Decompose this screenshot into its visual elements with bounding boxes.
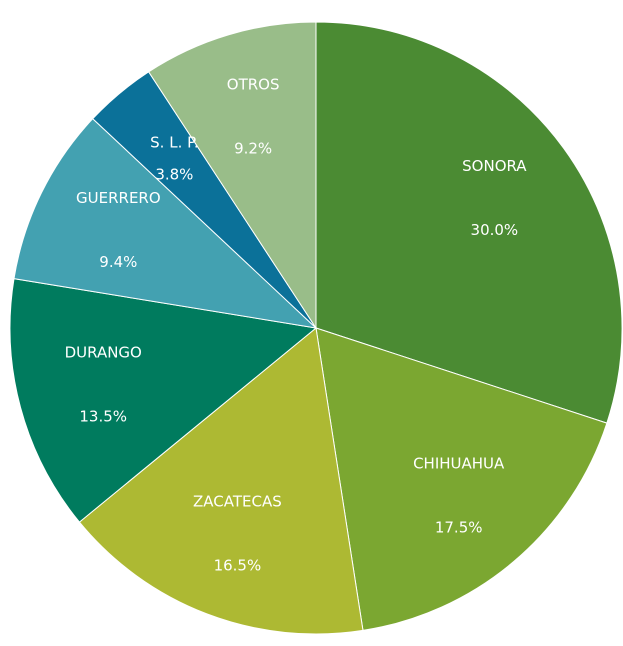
value-label: 17.5% [435,518,483,536]
pie-slice [78,327,364,635]
slice-label: ZACATECAS [193,492,282,510]
value-label: 16.5% [214,556,262,574]
value-label: 9.2% [234,139,272,157]
slice-label: GUERRERO [76,189,161,207]
value-label: 3.8% [155,166,193,184]
pie-slice [147,21,317,330]
value-label: 30.0% [471,221,519,239]
slice-label: SONORA [462,157,527,175]
pie-slice [13,118,318,329]
slice-label: S. L. P. [150,134,198,152]
value-label: 9.4% [99,253,137,271]
value-label: 13.5% [79,408,127,426]
pie-slice [9,278,318,523]
slice-label: CHIHUAHUA [413,454,505,472]
slice-label: DURANGO [65,344,142,362]
pie-slice [315,21,623,424]
pie-slice [315,327,608,631]
slice-label: OTROS [227,75,280,93]
